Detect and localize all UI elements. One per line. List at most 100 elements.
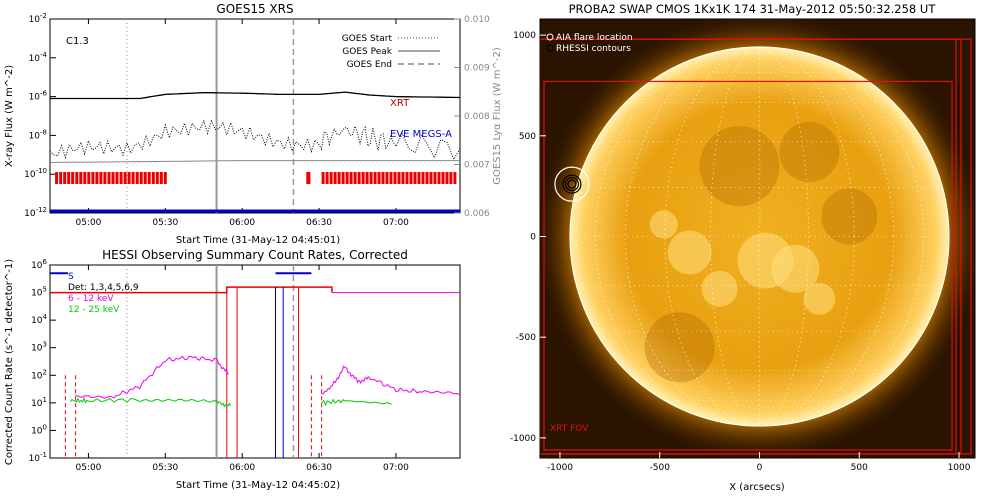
swap-grid-longitude <box>758 46 761 427</box>
goes-title: GOES15 XRS <box>216 2 293 16</box>
swap-xrt-fov-box <box>540 38 957 455</box>
goes-red-bar <box>107 172 111 184</box>
hessi-y-tick-label: 102 <box>31 368 47 381</box>
swap-grid-longitude <box>594 46 925 427</box>
hessi-series-line-0 <box>75 355 229 399</box>
hessi-legend-label: Det: 1,3,4,5,6,9 <box>68 283 139 293</box>
goes-y-tick-label: 10-12 <box>24 206 47 219</box>
hessi-y-tick-label: 105 <box>31 286 47 299</box>
goes-red-bar <box>83 172 87 184</box>
goes-red-bar <box>147 172 151 184</box>
hessi-y-tick-label: 10-1 <box>29 451 47 464</box>
swap-y-tick-label: 500 <box>519 132 536 142</box>
swap-rhessi-contour <box>562 174 582 194</box>
goes-x-tick-label: 05:30 <box>152 218 178 228</box>
swap-legend-label: AIA flare location <box>556 33 633 43</box>
swap-dark-region <box>779 121 840 182</box>
swap-active-region <box>803 282 836 315</box>
swap-dark-region <box>699 126 780 207</box>
goes-red-bar <box>325 172 329 184</box>
hessi-title: HESSI Observing Summary Count Rates, Cor… <box>102 248 408 262</box>
goes-xlabel: Start Time (31-May-12 04:45:01) <box>176 235 340 246</box>
goes-red-bar <box>397 172 401 184</box>
goes-legend-label: GOES Start <box>342 34 393 44</box>
hessi-x-tick-label: 05:00 <box>75 463 101 473</box>
swap-legend-marker <box>546 33 554 41</box>
hessi-y-tick-label: 104 <box>31 313 47 326</box>
goes-red-bar <box>131 172 135 184</box>
goes-red-bar <box>421 172 425 184</box>
hessi-x-tick-label: 06:00 <box>229 463 255 473</box>
goes-ylabel-right: GOES15 Lyα Flux (W m^-2) <box>492 47 503 185</box>
goes-xrs-panel: GOES15 XRS 05:00 05:30 06:00 06:30 07:00 10-1… <box>4 2 503 246</box>
goes-red-bar <box>425 172 429 184</box>
goes-series-line-0 <box>50 91 461 100</box>
swap-y-tick-label: 1000 <box>513 31 536 41</box>
hessi-x-tick-label: 05:30 <box>152 463 178 473</box>
hessi-y-tick-label: 100 <box>31 423 47 436</box>
goes-red-bar <box>91 172 95 184</box>
goes-red-bar <box>163 172 167 184</box>
goes-ylabel: X-ray Flux (W m^-2) <box>4 65 15 167</box>
goes-series-line-2 <box>49 160 460 163</box>
goes-red-bar <box>95 172 99 184</box>
goes-red-bar <box>365 172 369 184</box>
goes-x-tick-label: 07:00 <box>383 218 409 228</box>
goes-red-bar <box>393 172 397 184</box>
goes-red-bar <box>401 172 405 184</box>
goes-red-bar <box>67 172 71 184</box>
goes-red-bar <box>75 172 79 184</box>
goes-legend-label: GOES End <box>347 60 392 70</box>
goes-red-bar <box>333 172 337 184</box>
goes-red-bar <box>441 172 445 184</box>
hessi-panel: HESSI Observing Summary Count Rates, Cor… <box>4 248 461 491</box>
swap-y-tick-label: 0 <box>530 232 536 242</box>
goes-red-bar <box>71 172 75 184</box>
goes-red-bar <box>119 172 123 184</box>
swap-rhessi-contour <box>564 177 580 192</box>
swap-aia-flare-circle <box>554 166 590 202</box>
goes-y2-tick-label: 0.009 <box>464 64 490 74</box>
goes-red-bar <box>79 172 83 184</box>
swap-y-tick-label: -1000 <box>510 434 536 444</box>
goes-red-bar <box>151 172 155 184</box>
swap-active-region <box>701 270 738 307</box>
goes-y2-tick-label: 0.007 <box>464 161 490 171</box>
swap-active-region <box>649 210 678 239</box>
goes-red-bar <box>409 172 413 184</box>
hessi-x-tick-label: 07:00 <box>383 463 409 473</box>
goes-red-bar <box>127 172 131 184</box>
goes-y2-tick-label: 0.006 <box>464 209 490 219</box>
goes-class-label: C1.3 <box>66 36 89 47</box>
swap-xrt-fov-box <box>543 80 953 451</box>
hessi-y-tick-label: 103 <box>31 341 47 354</box>
goes-red-bar <box>329 172 333 184</box>
swap-grid-longitude <box>664 46 855 427</box>
goes-red-bar <box>437 172 441 184</box>
hessi-series-line-1 <box>321 398 392 407</box>
hessi-legend-label: 6 - 12 keV <box>68 294 114 304</box>
goes-red-bar <box>111 172 115 184</box>
hessi-x-tick-label: 06:30 <box>306 463 332 473</box>
goes-x-tick-label: 05:00 <box>75 218 101 228</box>
swap-xlabel: X (arcsecs) <box>729 482 785 493</box>
swap-plot-frame <box>539 18 976 459</box>
hessi-y-tick-label: 106 <box>31 258 47 271</box>
goes-red-bar <box>429 172 433 184</box>
goes-red-bar <box>389 172 393 184</box>
swap-x-tick-label: 1000 <box>948 463 971 473</box>
swap-active-region <box>667 230 712 275</box>
goes-red-bar <box>59 172 63 184</box>
swap-legend-label: RHESSI contours <box>556 44 631 54</box>
goes-red-bar <box>413 172 417 184</box>
swap-limb-circle <box>569 46 950 427</box>
hessi-xlabel: Start Time (31-May-12 04:45:02) <box>176 480 340 491</box>
swap-grid-longitude <box>625 46 894 427</box>
goes-red-bar <box>87 172 91 184</box>
goes-red-bar <box>373 172 377 184</box>
goes-red-bar <box>139 172 143 184</box>
goes-red-bar <box>377 172 381 184</box>
goes-red-bar <box>345 172 349 184</box>
